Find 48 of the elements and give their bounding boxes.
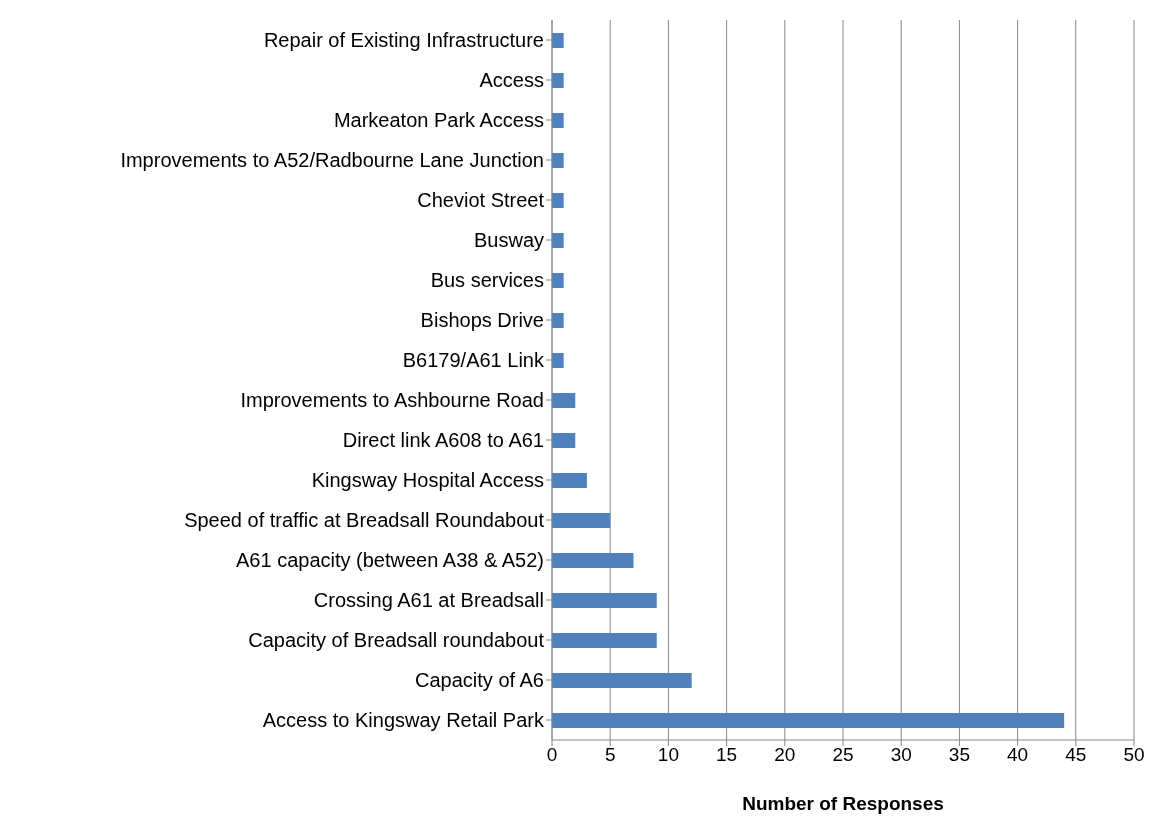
y-tick-label: Bishops Drive <box>420 309 544 332</box>
x-tick-label: 45 <box>1065 744 1087 766</box>
y-tick-label: Cheviot Street <box>417 189 545 212</box>
x-tick-label: 10 <box>657 744 679 766</box>
x-tick-label: 30 <box>890 744 912 766</box>
bar <box>552 113 564 128</box>
x-tick-label: 35 <box>948 744 970 766</box>
y-tick-label: Repair of Existing Infrastructure <box>263 29 544 52</box>
bar <box>552 393 576 408</box>
y-tick-label: Improvements to A52/Radbourne Lane Junction <box>120 149 544 172</box>
y-tick-label: Markeaton Park Access <box>333 109 544 132</box>
y-tick-label: Capacity of A6 <box>415 669 544 692</box>
bar <box>552 73 564 88</box>
y-tick-label: Busway <box>473 229 544 252</box>
bar <box>552 593 657 608</box>
bar <box>552 273 564 288</box>
y-tick-label: B6179/A61 Link <box>402 349 545 372</box>
x-tick-label: 40 <box>1007 744 1029 766</box>
y-tick-label: Access <box>479 69 544 92</box>
bar <box>552 313 564 328</box>
y-tick-label: Bus services <box>430 269 544 292</box>
x-tick-label: 50 <box>1123 744 1145 766</box>
y-tick-label: Direct link A608 to A61 <box>342 429 544 452</box>
bar <box>552 233 564 248</box>
x-tick-label: 20 <box>774 744 796 766</box>
bar <box>552 473 587 488</box>
bar <box>552 673 692 688</box>
x-axis-title: Number of Responses <box>742 793 944 814</box>
bar <box>552 153 564 168</box>
y-tick-label: Capacity of Breadsall roundabout <box>248 629 545 652</box>
y-tick-label: A61 capacity (between A38 & A52) <box>236 549 544 572</box>
y-tick-label: Speed of traffic at Breadsall Roundabout <box>184 509 545 532</box>
x-tick-label: 5 <box>604 744 616 766</box>
bar <box>552 633 657 648</box>
bar <box>552 193 564 208</box>
x-tick-label: 0 <box>546 744 558 766</box>
y-tick-label: Crossing A61 at Breadsall <box>313 589 544 612</box>
x-tick-label: 15 <box>716 744 738 766</box>
bar <box>552 33 564 48</box>
y-tick-label: Improvements to Ashbourne Road <box>240 389 544 412</box>
y-tick-label: Kingsway Hospital Access <box>311 469 544 492</box>
bar <box>552 553 634 568</box>
bar <box>552 433 576 448</box>
bar <box>552 713 1065 728</box>
x-tick-label: 25 <box>832 744 854 766</box>
bar <box>552 513 611 528</box>
y-tick-label: Access to Kingsway Retail Park <box>262 709 545 732</box>
bar <box>552 353 564 368</box>
